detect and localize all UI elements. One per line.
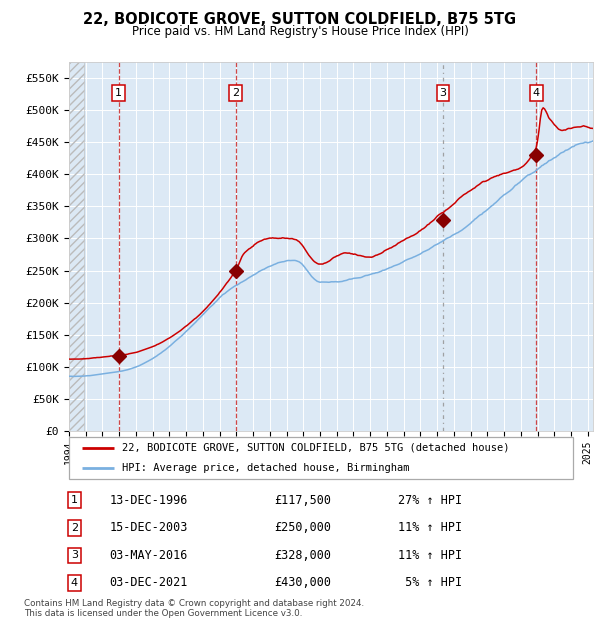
Text: 22, BODICOTE GROVE, SUTTON COLDFIELD, B75 5TG (detached house): 22, BODICOTE GROVE, SUTTON COLDFIELD, B7… <box>122 443 509 453</box>
Text: 4: 4 <box>533 88 540 98</box>
Text: 27% ↑ HPI: 27% ↑ HPI <box>398 494 463 507</box>
Text: 4: 4 <box>71 578 78 588</box>
Text: 13-DEC-1996: 13-DEC-1996 <box>109 494 188 507</box>
Text: 22, BODICOTE GROVE, SUTTON COLDFIELD, B75 5TG: 22, BODICOTE GROVE, SUTTON COLDFIELD, B7… <box>83 12 517 27</box>
Text: 1: 1 <box>71 495 78 505</box>
Text: £430,000: £430,000 <box>275 577 332 590</box>
Text: 3: 3 <box>71 551 78 560</box>
Text: Contains HM Land Registry data © Crown copyright and database right 2024.
This d: Contains HM Land Registry data © Crown c… <box>24 599 364 618</box>
Text: 11% ↑ HPI: 11% ↑ HPI <box>398 521 463 534</box>
Text: HPI: Average price, detached house, Birmingham: HPI: Average price, detached house, Birm… <box>122 463 409 473</box>
Text: £328,000: £328,000 <box>275 549 332 562</box>
Text: Price paid vs. HM Land Registry's House Price Index (HPI): Price paid vs. HM Land Registry's House … <box>131 25 469 38</box>
Text: 5% ↑ HPI: 5% ↑ HPI <box>398 577 463 590</box>
FancyBboxPatch shape <box>69 437 573 479</box>
Text: 1: 1 <box>115 88 122 98</box>
Text: 15-DEC-2003: 15-DEC-2003 <box>109 521 188 534</box>
Text: 2: 2 <box>232 88 239 98</box>
Text: 03-MAY-2016: 03-MAY-2016 <box>109 549 188 562</box>
Text: 11% ↑ HPI: 11% ↑ HPI <box>398 549 463 562</box>
Text: 03-DEC-2021: 03-DEC-2021 <box>109 577 188 590</box>
Text: 3: 3 <box>439 88 446 98</box>
Text: £250,000: £250,000 <box>275 521 332 534</box>
Text: 2: 2 <box>71 523 78 533</box>
Text: £117,500: £117,500 <box>275 494 332 507</box>
